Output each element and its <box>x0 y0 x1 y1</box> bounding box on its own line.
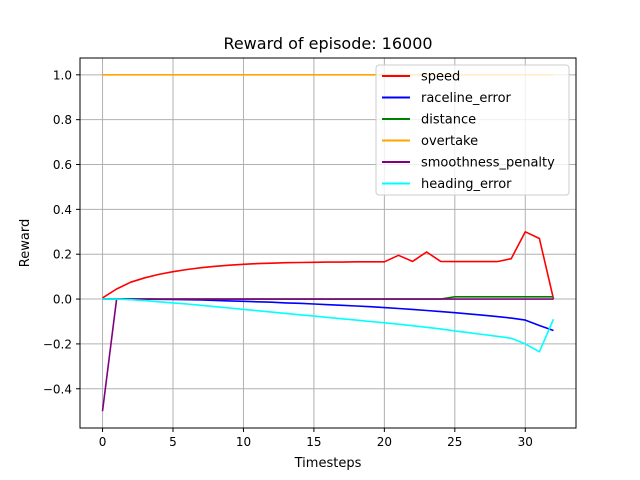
legend-label-heading-error: heading_error <box>421 177 512 192</box>
x-tick-label: 30 <box>518 435 533 449</box>
chart-title: Reward of episode: 16000 <box>223 34 432 53</box>
x-tick-label: 15 <box>306 435 321 449</box>
legend: speed raceline_error distance overtake smoot… <box>375 64 570 196</box>
x-axis-label: Timesteps <box>294 456 362 471</box>
legend-box <box>375 64 570 196</box>
y-tick-label: −0.4 <box>43 382 72 396</box>
legend-label-distance: distance <box>421 113 476 128</box>
y-tick-label: −0.2 <box>43 337 72 351</box>
y-tick-label: 0.0 <box>53 293 72 307</box>
legend-label-overtake: overtake <box>421 134 478 149</box>
x-axis-ticks: 0 5 10 15 20 25 30 <box>99 428 533 449</box>
x-tick-label: 0 <box>99 435 107 449</box>
legend-label-raceline-error: raceline_error <box>421 91 512 106</box>
series-line-smoothness-penalty <box>101 298 554 412</box>
x-tick-label: 20 <box>377 435 392 449</box>
y-tick-label: 0.8 <box>53 113 72 127</box>
y-tick-label: 0.6 <box>53 158 72 172</box>
y-tick-label: 1.0 <box>53 68 72 82</box>
y-tick-label: 0.2 <box>53 248 72 262</box>
y-axis-label: Reward <box>18 219 33 267</box>
x-tick-label: 5 <box>169 435 177 449</box>
plot-frame <box>79 57 577 429</box>
series-line-raceline-error <box>102 298 554 332</box>
x-tick-label: 10 <box>236 435 251 449</box>
x-tick-label: 25 <box>447 435 462 449</box>
series-line-speed <box>102 231 555 300</box>
series-line-heading-error <box>102 298 555 353</box>
y-tick-label: 0.4 <box>53 203 72 217</box>
legend-label-smoothness-penalty: smoothness_penalty <box>421 156 555 171</box>
legend-label-speed: speed <box>421 70 460 85</box>
y-axis-ticks: −0.4 −0.2 0.0 0.2 0.4 0.6 0.8 1.0 <box>43 68 80 396</box>
